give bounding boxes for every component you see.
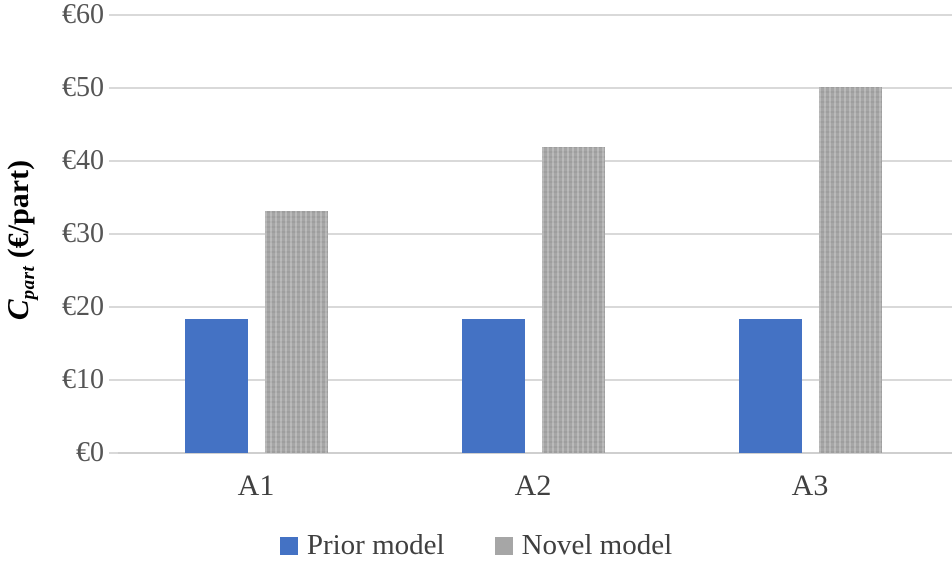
bar-novel-model-a2 — [542, 147, 605, 453]
x-tick-label-a2: A2 — [514, 469, 552, 502]
gridline — [118, 87, 952, 89]
x-tick-label-a1: A1 — [237, 469, 275, 502]
x-axis-line — [118, 452, 952, 454]
y-tick-label: €0 — [76, 437, 104, 468]
legend-swatch-icon — [494, 536, 513, 555]
y-tick-label: €30 — [62, 218, 104, 249]
gridline — [118, 379, 952, 381]
gridline — [118, 306, 952, 308]
gridline — [118, 160, 952, 162]
y-axis-tick — [109, 452, 118, 454]
legend-label: Prior model — [306, 529, 445, 561]
y-axis-tick — [109, 379, 118, 381]
gridline — [118, 233, 952, 235]
bar-novel-model-a1 — [265, 210, 328, 453]
y-axis-tick — [109, 14, 118, 16]
x-tick-label-a3: A3 — [791, 469, 829, 502]
y-tick-label: €60 — [62, 0, 104, 30]
y-tick-label: €50 — [62, 72, 104, 103]
y-tick-label: €40 — [62, 145, 104, 176]
bar-prior-model-a3 — [739, 318, 802, 453]
bar-novel-model-a3 — [819, 87, 882, 453]
legend-item-prior-model: Prior model — [279, 529, 445, 561]
gridline — [118, 14, 952, 16]
legend-item-novel-model: Novel model — [494, 529, 673, 561]
bar-prior-model-a2 — [462, 318, 525, 453]
y-axis-tick — [109, 306, 118, 308]
y-axis-tick — [109, 87, 118, 89]
chart-legend: Prior model Novel model — [0, 531, 952, 560]
y-axis-tick — [109, 160, 118, 162]
y-tick-label: €20 — [62, 291, 104, 322]
y-axis-tick — [109, 233, 118, 235]
y-tick-label: €10 — [62, 364, 104, 395]
legend-swatch-icon — [279, 536, 298, 555]
legend-label: Novel model — [521, 529, 673, 561]
bar-prior-model-a1 — [185, 318, 248, 453]
